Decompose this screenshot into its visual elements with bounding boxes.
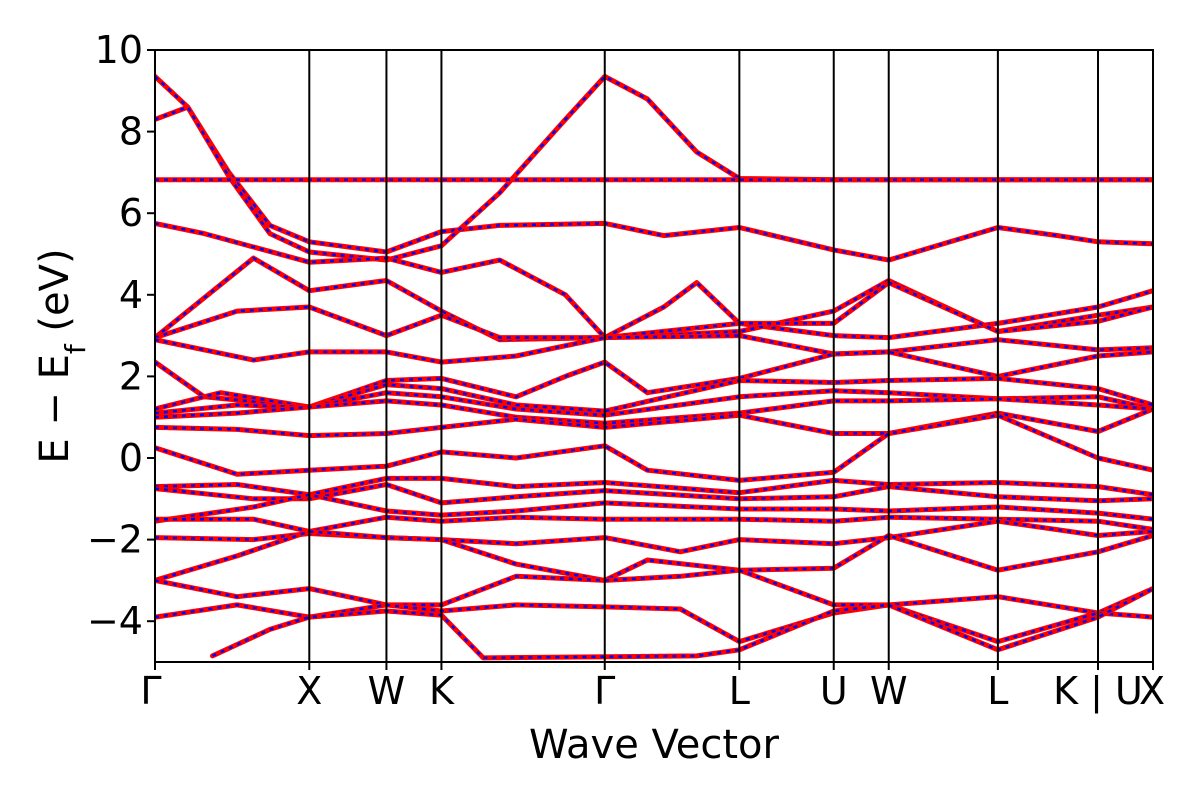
- band-line-spin-up: [155, 602, 1153, 645]
- band-line-spin-up: [155, 528, 1153, 583]
- x-axis-label: Wave Vector: [529, 722, 780, 768]
- y-tick-label: 4: [119, 273, 143, 317]
- band-line-spin-down: [155, 334, 1153, 364]
- band-line-spin-down: [155, 413, 1153, 482]
- x-tick-label: Γ: [594, 669, 615, 713]
- y-axis-label-sub: f: [59, 343, 92, 354]
- y-tick-label: 6: [119, 191, 143, 235]
- x-tick-label: U: [820, 669, 848, 713]
- y-tick-label: −4: [87, 599, 143, 643]
- band-line-spin-down: [155, 530, 1153, 582]
- x-tick-label: K: [429, 669, 455, 713]
- band-line-spin-down: [155, 603, 1153, 643]
- band-line-spin-down: [155, 519, 1153, 554]
- band-line-spin-down: [155, 389, 1153, 417]
- high-symmetry-lines: [308, 50, 1100, 662]
- y-tick-label: −2: [87, 518, 143, 562]
- x-tick-label: X: [296, 669, 322, 713]
- y-tick-label: 2: [119, 354, 143, 398]
- band-line-spin-up: [155, 406, 1153, 439]
- y-tick-label: 8: [119, 110, 143, 154]
- x-tick-label: L: [729, 669, 750, 713]
- y-axis-label-unit: (eV): [32, 248, 78, 344]
- band-lines: [155, 74, 1153, 661]
- y-tick-label: 0: [119, 436, 143, 480]
- band-line-spin-down: [155, 222, 1153, 339]
- x-tick-label: X: [1139, 669, 1165, 713]
- band-line-spin-down: [155, 256, 1153, 341]
- y-axis-ticks: −4 −2 0 2 4 6 8 10: [87, 28, 155, 643]
- y-axis-label: E − Ef (eV): [32, 248, 92, 463]
- band-line-spin-up: [155, 518, 1153, 555]
- band-line-spin-down: [155, 568, 1153, 615]
- plot-frame: [154, 49, 1154, 663]
- y-axis-label-main: E − E: [32, 354, 78, 464]
- x-tick-label: K | U: [1053, 669, 1143, 714]
- band-line-spin-up: [155, 255, 1153, 343]
- y-tick-label: 10: [95, 28, 143, 72]
- x-tick-label: Γ: [140, 669, 161, 713]
- x-tick-label: W: [368, 669, 406, 713]
- x-tick-label: W: [870, 669, 908, 713]
- band-line-spin-up: [155, 388, 1153, 418]
- x-tick-label: L: [987, 669, 1008, 713]
